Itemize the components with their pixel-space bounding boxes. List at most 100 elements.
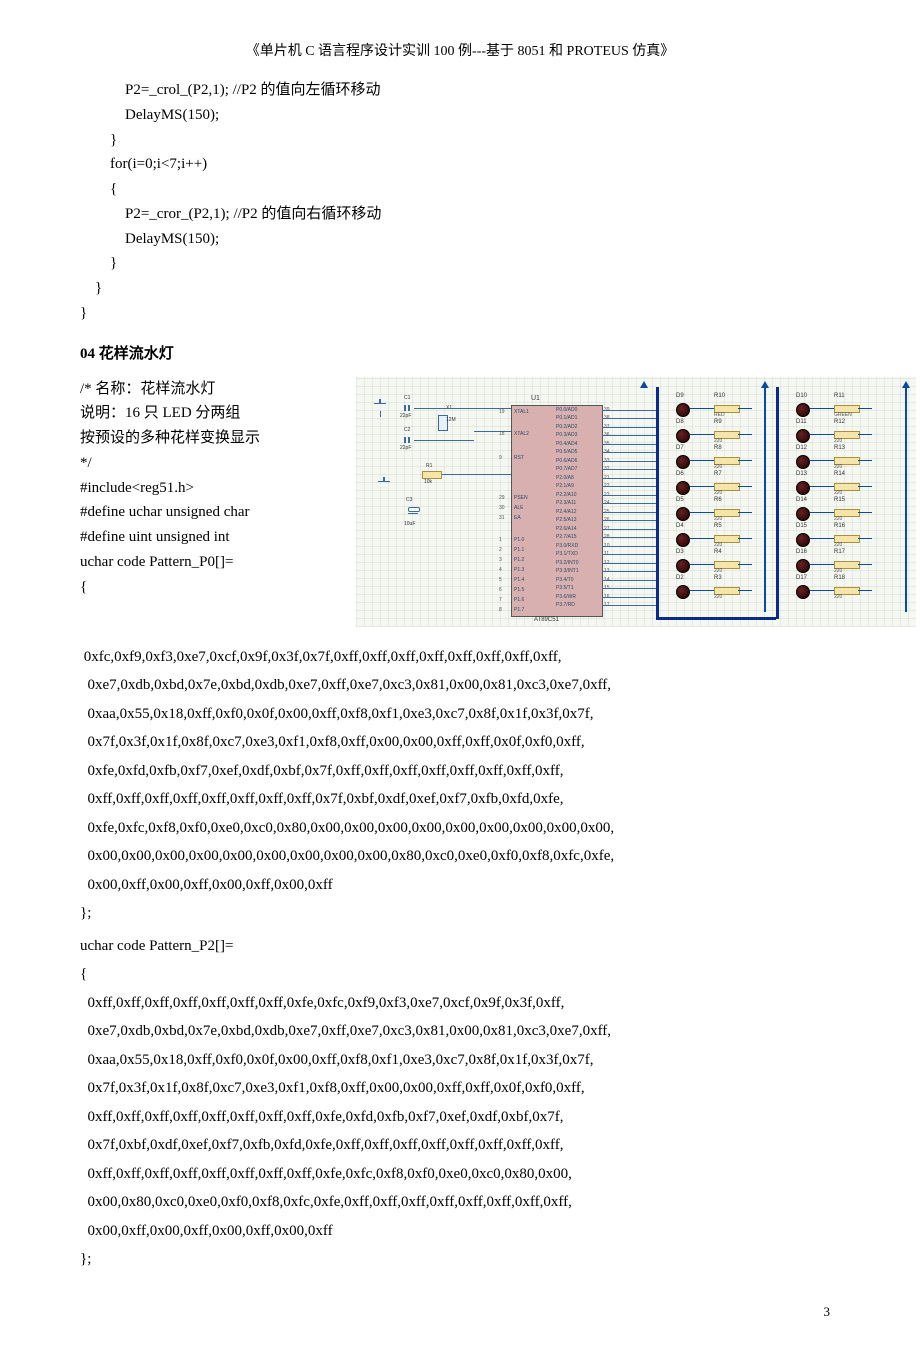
intro-l9: {	[80, 575, 340, 600]
led-icon	[796, 481, 810, 495]
led-r-value: 220	[834, 594, 842, 600]
led-d-label: D11	[796, 419, 807, 425]
led-d-label: D4	[676, 523, 684, 529]
intro-l8: uchar code Pattern_P0[]=	[80, 550, 340, 575]
wire	[690, 538, 714, 539]
wire	[690, 486, 714, 487]
wire	[810, 434, 834, 435]
led-r-value: 220	[714, 490, 722, 496]
led-icon	[796, 507, 810, 521]
led-d-label: D14	[796, 497, 807, 503]
led-d-label: D16	[796, 549, 807, 555]
led-r-label: R3	[714, 575, 722, 581]
mcu-pin-number: 2	[499, 547, 502, 553]
mcu-pin-label: P2.5/A13	[556, 517, 577, 523]
mcu-pin-label: RST	[514, 455, 524, 461]
mcu-pin-label: XTAL1	[514, 409, 529, 415]
mcu-pin-label: XTAL2	[514, 431, 529, 437]
led-r-label: R11	[834, 393, 845, 399]
mcu-pin-label: P3.5/T1	[556, 585, 574, 591]
led-r-label: R7	[714, 471, 722, 477]
mcu-pin-number: 8	[499, 607, 502, 613]
led-icon	[796, 429, 810, 443]
mcu-pin-label: P2.3/A11	[556, 500, 576, 506]
led-r-value: 220	[714, 568, 722, 574]
led-icon	[676, 533, 690, 547]
mcu-pin-label: PSEN	[514, 495, 528, 501]
bus-line	[656, 617, 776, 620]
wire	[858, 486, 872, 487]
page-header: 《单片机 C 语言程序设计实训 100 例---基于 8051 和 PROTEU…	[80, 40, 840, 60]
mcu-name: AT89C51	[534, 617, 559, 623]
mcu-pin-number: 31	[499, 515, 505, 521]
wire	[810, 512, 834, 513]
led-r-value: 220	[834, 542, 842, 548]
wire	[858, 434, 872, 435]
led-r-label: R14	[834, 471, 845, 477]
wire	[810, 538, 834, 539]
led-r-value: 220	[714, 542, 722, 548]
led-d-label: D10	[796, 393, 807, 399]
led-r-label: R4	[714, 549, 722, 555]
led-r-label: R17	[834, 549, 845, 555]
mcu-pin-number: 18	[499, 431, 505, 437]
led-r-value: 220	[714, 594, 722, 600]
mcu-pin-label: P3.4/T0	[556, 577, 574, 583]
mcu-pin-label: P0.7/AD7	[556, 466, 577, 472]
led-r-value: 220	[834, 438, 842, 444]
mcu-pin-label: P2.6/A14	[556, 526, 577, 532]
mcu-pin-number: 7	[499, 597, 502, 603]
led-r-value: 220	[834, 464, 842, 470]
mcu-pin-label: P3.0/RXD	[556, 543, 578, 549]
led-d-label: D12	[796, 445, 807, 451]
led-r-value: 220	[714, 464, 722, 470]
mcu-pin-label: EA	[514, 515, 521, 521]
c3-value: 10uF	[404, 521, 415, 527]
mcu-pin-label: P3.2/INT0	[556, 560, 579, 566]
mcu-pin-number: 9	[499, 455, 502, 461]
mcu-pin-number: 3	[499, 557, 502, 563]
led-r-value: 220	[834, 490, 842, 496]
led-d-label: D6	[676, 471, 684, 477]
capacitor-c3	[408, 505, 418, 517]
intro-l5: #include<reg51.h>	[80, 476, 340, 501]
wire	[810, 564, 834, 565]
led-icon	[676, 481, 690, 495]
led-icon	[796, 559, 810, 573]
r1-label: R1	[426, 463, 432, 469]
ground-icon	[374, 399, 386, 407]
mcu-pin-label: P0.0/AD0	[556, 407, 577, 413]
led-d-label: D13	[796, 471, 807, 477]
wire	[858, 590, 872, 591]
led-d-label: D5	[676, 497, 684, 503]
wire	[810, 590, 834, 591]
led-icon	[676, 559, 690, 573]
wire	[858, 538, 872, 539]
mcu-pin-label: P0.2/AD2	[556, 424, 577, 430]
x1-value: 12M	[446, 417, 456, 423]
intro-l1: /* 名称：花样流水灯	[80, 377, 340, 402]
intro-code: /* 名称：花样流水灯 说明：16 只 LED 分两组 按预设的多种花样变换显示…	[80, 377, 340, 600]
capacitor-c2	[400, 437, 414, 443]
led-r-value: 220	[714, 516, 722, 522]
led-d-label: D15	[796, 523, 807, 529]
led-r-value: RED	[714, 412, 725, 418]
pattern-p0-array: 0xfc,0xf9,0xf3,0xe7,0xcf,0x9f,0x3f,0x7f,…	[80, 643, 840, 928]
c3-label: C3	[406, 497, 412, 503]
led-d-label: D2	[676, 575, 684, 581]
led-r-label: R13	[834, 445, 845, 451]
pattern-p2-decl: uchar code Pattern_P2[]= {	[80, 932, 840, 989]
c1-label: C1	[404, 395, 410, 401]
mcu-pin-label: P2.0/A8	[556, 475, 574, 481]
c1-value: 22pF	[400, 413, 411, 419]
mcu-pin-label: P1.2	[514, 557, 524, 563]
wire	[738, 434, 752, 435]
c2-label: C2	[404, 427, 410, 433]
mcu-pin-number: 30	[499, 505, 505, 511]
wire	[858, 512, 872, 513]
led-r-value: 220	[834, 516, 842, 522]
mcu-pin-label: P0.5/AD5	[556, 449, 577, 455]
mcu-pin-number: 1	[499, 537, 502, 543]
wire	[738, 538, 752, 539]
wire	[858, 460, 872, 461]
